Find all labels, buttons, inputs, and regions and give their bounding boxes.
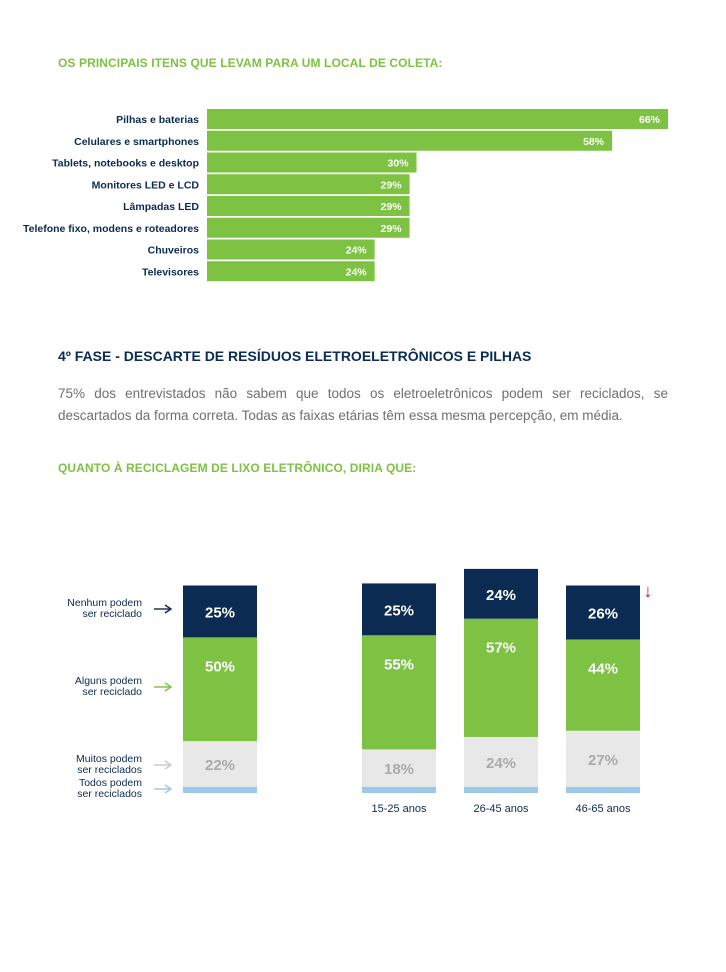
segment-col3-s3: [566, 585, 640, 640]
category-label-7: Televisores: [142, 266, 199, 278]
bar-3: [207, 174, 410, 195]
bar-7: [207, 261, 375, 282]
value-label-1: 58%: [583, 136, 605, 148]
legend-line1-2: Muitos podem: [76, 753, 142, 765]
segment-col2-s0: [464, 786, 538, 793]
value-label-2: 30%: [388, 158, 410, 170]
age-group-label-1: 15-25 anos: [371, 803, 427, 815]
bar-0: [207, 109, 668, 129]
segment-col0-s0: [183, 786, 257, 793]
legend-line1-1: Alguns podem: [75, 675, 142, 687]
segment-label-col0-s3: 25%: [205, 604, 235, 621]
bar-2: [207, 152, 417, 173]
segment-col2-s3: [464, 568, 538, 619]
segment-col1-s3: [362, 583, 436, 636]
segment-label-col2-s1: 24%: [486, 755, 516, 772]
segment-label-col3-s2: 44%: [588, 660, 618, 677]
segment-label-col2-s3: 24%: [486, 587, 516, 604]
segment-label-col3-s3: 26%: [588, 605, 618, 622]
recycling-chart-title: QUANTO À RECICLAGEM DE LIXO ELETRÔNICO, …: [58, 461, 417, 475]
segment-label-col2-s2: 57%: [486, 640, 516, 657]
category-label-4: Lâmpadas LED: [123, 201, 199, 213]
category-label-5: Telefone fixo, modens e roteadores: [23, 223, 199, 235]
category-label-6: Chuveiros: [148, 245, 200, 257]
legend-line2-2: ser reciclados: [77, 764, 142, 776]
segment-col3-s1: [566, 730, 640, 787]
segment-col3-s2: [566, 639, 640, 731]
legend-arrow-head-0: [164, 604, 173, 614]
legend-line2-3: ser reciclados: [77, 788, 142, 800]
legend-line1-3: Todos podem: [79, 777, 142, 789]
phase-title: 4º FASE - DESCARTE DE RESÍDUOS ELETROELE…: [58, 348, 532, 364]
segment-col3-s0: [566, 786, 640, 793]
category-label-3: Monitores LED e LCD: [92, 179, 200, 191]
segment-col2-s2: [464, 618, 538, 737]
segment-col1-s0: [362, 786, 436, 793]
segment-label-col1-s2: 55%: [384, 656, 414, 673]
phase-paragraph: 75% dos entrevistados não sabem que todo…: [58, 386, 668, 423]
bar-5: [207, 217, 410, 238]
segment-label-col0-s2: 50%: [205, 658, 235, 675]
segment-col1-s1: [362, 749, 436, 787]
age-group-label-3: 46-65 anos: [575, 803, 631, 815]
legend-arrow-head-2: [164, 760, 173, 770]
legend-line2-1: ser reciclado: [82, 686, 142, 698]
value-label-4: 29%: [381, 201, 403, 213]
value-label-7: 24%: [346, 266, 368, 278]
value-label-3: 29%: [381, 179, 403, 191]
segment-col0-s1: [183, 741, 257, 787]
value-label-0: 66%: [639, 114, 661, 126]
value-label-6: 24%: [346, 245, 368, 257]
category-label-1: Celulares e smartphones: [74, 136, 199, 148]
items-chart-title: OS PRINCIPAIS ITENS QUE LEVAM PARA UM LO…: [58, 56, 443, 70]
segment-col1-s2: [362, 635, 436, 750]
legend-line1-0: Nenhum podem: [67, 597, 142, 609]
category-label-0: Pilhas e baterias: [116, 114, 199, 126]
segment-label-col1-s3: 25%: [384, 602, 414, 619]
age-group-label-2: 26-45 anos: [473, 803, 529, 815]
down-arrow-icon: ↓: [644, 581, 653, 601]
segment-label-col3-s1: 27%: [588, 752, 618, 769]
legend-arrow-head-1: [164, 682, 173, 692]
bar-6: [207, 239, 375, 260]
bar-1: [207, 130, 613, 151]
legend-line2-0: ser reciclado: [82, 608, 142, 620]
bar-4: [207, 196, 410, 216]
segment-col0-s3: [183, 585, 257, 638]
segment-col0-s2: [183, 637, 257, 742]
category-label-2: Tablets, notebooks e desktop: [52, 158, 199, 170]
items-bar-chart: Pilhas e baterias 66% Celulares e smartpho…: [23, 109, 668, 282]
legend-arrow-head-3: [164, 784, 173, 794]
segment-col2-s1: [464, 736, 538, 787]
segment-label-col0-s1: 22%: [205, 757, 235, 774]
segment-label-col1-s1: 18%: [384, 761, 414, 778]
value-label-5: 29%: [381, 223, 403, 235]
